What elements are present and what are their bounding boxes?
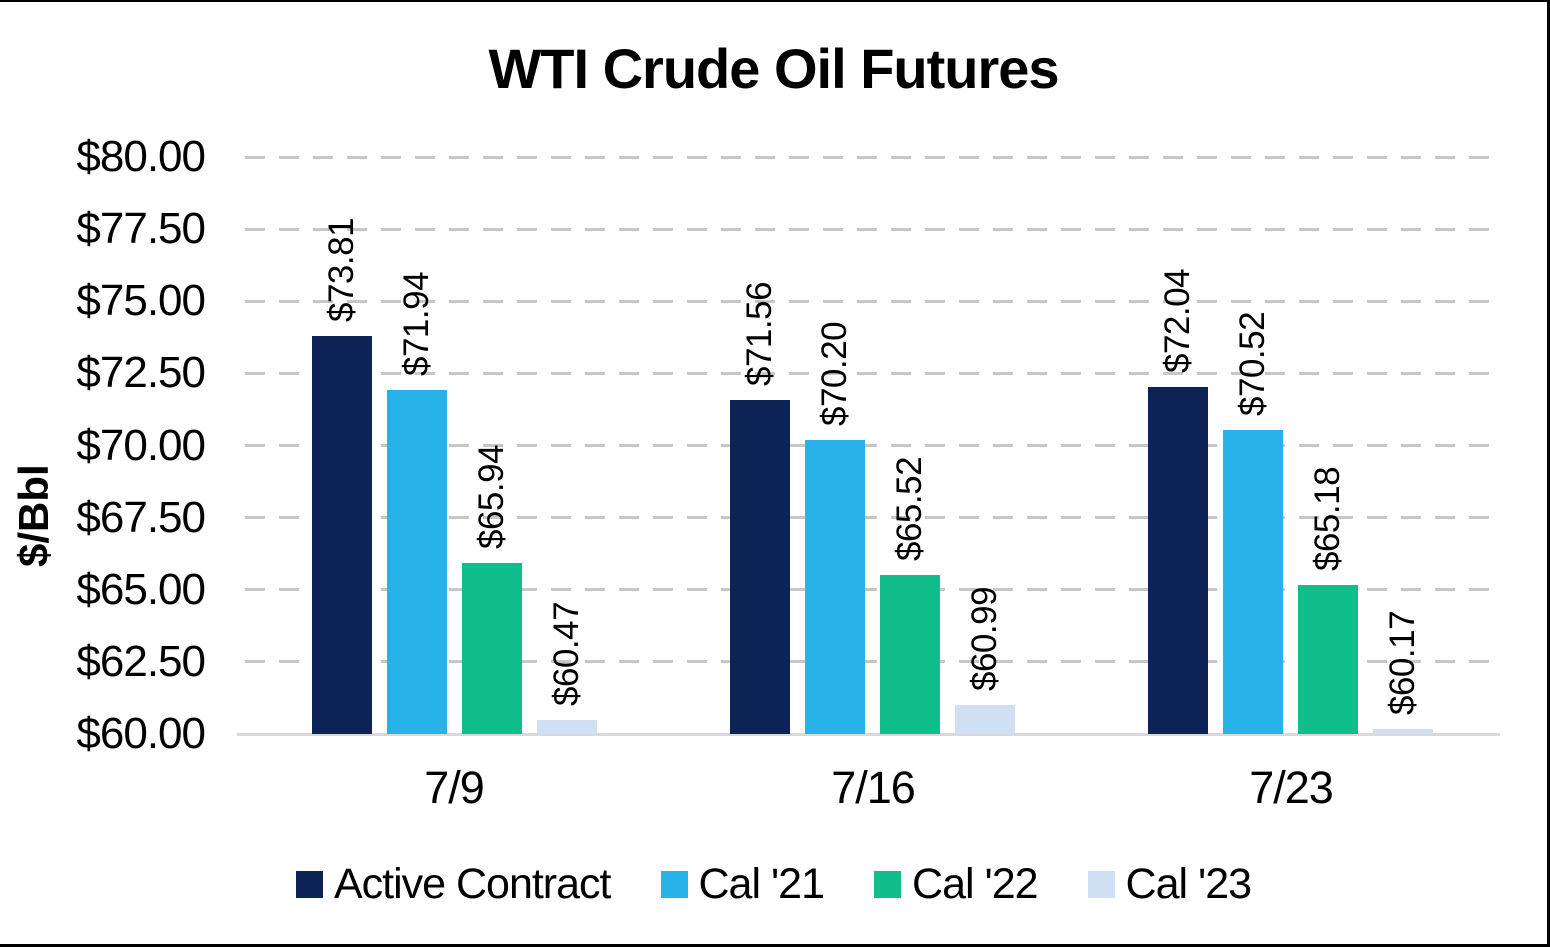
y-tick-label: $70.00 <box>76 421 206 470</box>
legend-label-cal-22: Cal '22 <box>912 860 1039 908</box>
legend: Active Contract Cal '21 Cal '22 Cal '23 <box>0 860 1547 909</box>
y-tick-label: $72.50 <box>76 348 206 397</box>
bar-cal-23-7-16 <box>955 705 1015 734</box>
x-axis-line <box>237 733 1500 736</box>
bar-active-contract-7-16 <box>730 400 790 734</box>
bar-cal-22-7-16 <box>880 575 940 734</box>
gridline <box>245 588 1500 591</box>
bar-value-label-cal-21-7-23: $70.52 <box>1233 311 1272 416</box>
gridline <box>245 516 1500 519</box>
x-tick-label-7-16: 7/16 <box>831 762 916 813</box>
bar-value-label-cal-22-7-16: $65.52 <box>890 456 929 561</box>
y-tick-label: $80.00 <box>76 132 206 181</box>
bar-value-label-cal-23-7-23: $60.17 <box>1383 610 1422 715</box>
bar-value-label-cal-21-7-9: $71.94 <box>397 271 436 376</box>
gridline <box>245 300 1500 303</box>
y-tick-label: $65.00 <box>76 565 206 614</box>
gridline <box>245 372 1500 375</box>
legend-item-cal-23: Cal '23 <box>1087 860 1253 909</box>
legend-item-cal-21: Cal '21 <box>660 860 826 909</box>
gridline <box>245 228 1500 231</box>
y-tick-label: $67.50 <box>76 493 206 542</box>
y-tick-label: $60.00 <box>76 709 206 758</box>
bar-value-label-active-contract-7-16: $71.56 <box>740 281 779 386</box>
x-tick-label-7-9: 7/9 <box>424 762 485 813</box>
bar-value-label-cal-22-7-23: $65.18 <box>1308 466 1347 571</box>
y-tick-label: $62.50 <box>76 637 206 686</box>
bar-cal-23-7-23 <box>1373 729 1433 734</box>
y-tick-label: $77.50 <box>76 204 206 253</box>
legend-label-active-contract: Active Contract <box>333 860 612 908</box>
bar-cal-22-7-9 <box>462 563 522 734</box>
bar-cal-21-7-9 <box>387 390 447 734</box>
y-tick-label: $75.00 <box>76 276 206 325</box>
bar-cal-23-7-9 <box>537 720 597 734</box>
bar-cal-21-7-23 <box>1223 430 1283 734</box>
bar-cal-21-7-16 <box>805 440 865 734</box>
legend-swatch-cal-21 <box>660 871 688 898</box>
chart-title: WTI Crude Oil Futures <box>488 37 1059 100</box>
legend-swatch-active-contract <box>295 871 323 898</box>
bar-active-contract-7-23 <box>1148 387 1208 734</box>
bar-value-label-cal-21-7-16: $70.20 <box>815 321 854 426</box>
bar-value-label-cal-22-7-9: $65.94 <box>472 444 511 549</box>
legend-label-cal-23: Cal '23 <box>1125 860 1253 908</box>
bar-active-contract-7-9 <box>312 336 372 734</box>
bar-value-label-active-contract-7-23: $72.04 <box>1158 268 1197 373</box>
bar-value-label-active-contract-7-9: $73.81 <box>322 217 361 322</box>
gridline <box>245 444 1500 447</box>
gridline <box>245 156 1500 159</box>
x-tick-label-7-23: 7/23 <box>1249 762 1334 813</box>
bar-cal-22-7-23 <box>1298 585 1358 734</box>
legend-item-active-contract: Active Contract <box>295 860 612 909</box>
legend-item-cal-22: Cal '22 <box>874 860 1039 909</box>
legend-swatch-cal-23 <box>1087 871 1115 898</box>
bar-value-label-cal-23-7-9: $60.47 <box>547 601 586 706</box>
legend-swatch-cal-22 <box>874 871 902 898</box>
bar-value-label-cal-23-7-16: $60.99 <box>965 586 1004 691</box>
legend-label-cal-21: Cal '21 <box>698 860 826 908</box>
gridline <box>245 660 1500 663</box>
